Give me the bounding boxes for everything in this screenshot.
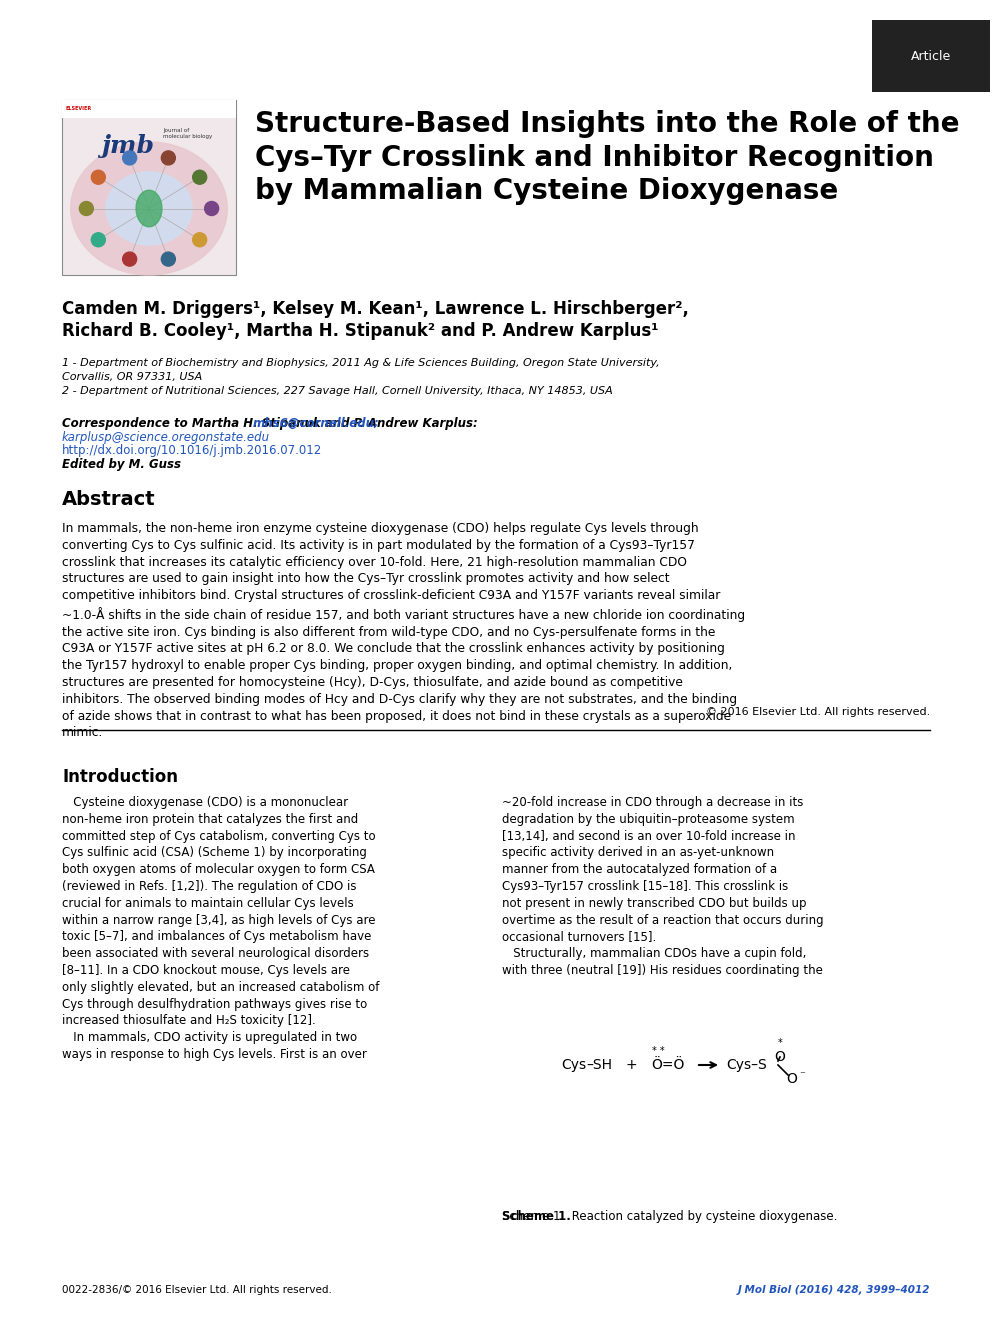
Polygon shape <box>70 142 227 275</box>
Text: Introduction: Introduction <box>62 767 178 786</box>
Text: Scheme 1.: Scheme 1. <box>502 1211 570 1222</box>
Text: Structure-Based Insights into the Role of the
Cys–Tyr Crosslink and Inhibitor Re: Structure-Based Insights into the Role o… <box>255 110 959 205</box>
Circle shape <box>192 233 206 247</box>
Circle shape <box>91 233 105 247</box>
Text: Cysteine dioxygenase (CDO) is a mononuclear
non-heme iron protein that catalyzes: Cysteine dioxygenase (CDO) is a mononucl… <box>62 796 379 1061</box>
Text: http://dx.doi.org/10.1016/j.jmb.2016.07.012: http://dx.doi.org/10.1016/j.jmb.2016.07.… <box>62 445 322 458</box>
Text: In mammals, the non-heme iron enzyme cysteine dioxygenase (CDO) helps regulate C: In mammals, the non-heme iron enzyme cys… <box>62 523 745 740</box>
Bar <box>872 20 990 93</box>
Text: * *: * * <box>652 1046 665 1056</box>
Text: *: * <box>778 1039 783 1048</box>
Text: +: + <box>625 1058 637 1072</box>
Polygon shape <box>136 191 162 226</box>
Circle shape <box>123 151 137 165</box>
Text: Richard B. Cooley¹, Martha H. Stipanuk² and P. Andrew Karplus¹: Richard B. Cooley¹, Martha H. Stipanuk² … <box>62 321 659 340</box>
Circle shape <box>79 201 93 216</box>
Text: Cys: Cys <box>561 1058 586 1072</box>
Bar <box>62 101 236 275</box>
Text: mhs6@cornell.edu;: mhs6@cornell.edu; <box>253 417 380 430</box>
Circle shape <box>91 171 105 184</box>
Text: J Mol Biol (2016) 428, 3999–4012: J Mol Biol (2016) 428, 3999–4012 <box>737 1285 930 1295</box>
Text: © 2016 Elsevier Ltd. All rights reserved.: © 2016 Elsevier Ltd. All rights reserved… <box>705 706 930 717</box>
Text: Edited by M. Guss: Edited by M. Guss <box>62 458 181 471</box>
Bar <box>62 101 236 118</box>
Circle shape <box>162 151 176 165</box>
Text: Article: Article <box>911 49 951 62</box>
Circle shape <box>192 171 206 184</box>
Circle shape <box>123 253 137 266</box>
Text: –SH: –SH <box>586 1058 612 1072</box>
Text: Journal of
molecular biology: Journal of molecular biology <box>163 128 212 139</box>
Text: 0022-2836/© 2016 Elsevier Ltd. All rights reserved.: 0022-2836/© 2016 Elsevier Ltd. All right… <box>62 1285 332 1295</box>
Text: jmb: jmb <box>101 134 155 157</box>
Circle shape <box>204 201 218 216</box>
Text: O: O <box>775 1050 786 1064</box>
Text: ~20-fold increase in CDO through a decrease in its
degradation by the ubiquitin–: ~20-fold increase in CDO through a decre… <box>502 796 823 976</box>
Text: 1 - Department of Biochemistry and Biophysics, 2011 Ag & Life Sciences Building,: 1 - Department of Biochemistry and Bioph… <box>62 359 660 368</box>
Text: Correspondence to Martha H. Stipanuk and P. Andrew Karplus:: Correspondence to Martha H. Stipanuk and… <box>62 417 482 430</box>
Text: Camden M. Driggers¹, Kelsey M. Kean¹, Lawrence L. Hirschberger²,: Camden M. Driggers¹, Kelsey M. Kean¹, La… <box>62 300 688 318</box>
Text: Cys–S: Cys–S <box>726 1058 767 1072</box>
Text: Abstract: Abstract <box>62 490 156 509</box>
Text: ELSEVIER: ELSEVIER <box>66 106 92 111</box>
Circle shape <box>162 253 176 266</box>
Text: Ö=Ö: Ö=Ö <box>651 1058 684 1072</box>
Text: Scheme 1.  Reaction catalyzed by cysteine dioxygenase.: Scheme 1. Reaction catalyzed by cysteine… <box>502 1211 837 1222</box>
Text: karplusp@science.oregonstate.edu: karplusp@science.oregonstate.edu <box>62 430 270 443</box>
Text: O: O <box>787 1072 798 1086</box>
Text: Corvallis, OR 97331, USA: Corvallis, OR 97331, USA <box>62 372 202 382</box>
Text: 2 - Department of Nutritional Sciences, 227 Savage Hall, Cornell University, Ith: 2 - Department of Nutritional Sciences, … <box>62 386 613 396</box>
Polygon shape <box>106 172 192 245</box>
Text: ⁻: ⁻ <box>800 1070 805 1080</box>
